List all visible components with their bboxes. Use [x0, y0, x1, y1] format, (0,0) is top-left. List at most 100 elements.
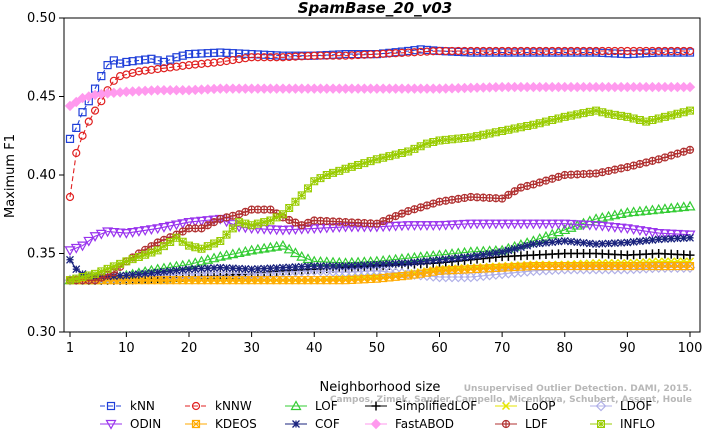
data-point	[410, 144, 419, 153]
data-point	[246, 244, 258, 255]
data-point	[529, 46, 538, 56]
data-point	[221, 249, 233, 260]
data-point	[353, 50, 363, 60]
data-point	[291, 197, 300, 206]
data-point	[610, 46, 619, 56]
data-point	[272, 263, 281, 272]
data-point	[216, 57, 225, 67]
data-point	[686, 233, 694, 242]
data-point	[147, 269, 156, 277]
data-point	[316, 262, 325, 271]
legend-marker	[501, 419, 511, 429]
data-point	[496, 219, 508, 230]
data-point	[158, 223, 170, 233]
data-point	[471, 219, 483, 230]
data-point	[635, 116, 644, 125]
legend-item-LoOP: LoOP	[495, 399, 556, 413]
data-point	[372, 155, 381, 164]
legend-label: LDF	[525, 417, 548, 431]
data-point	[397, 259, 406, 268]
data-point	[684, 200, 696, 211]
data-point	[617, 46, 626, 56]
data-point	[285, 203, 294, 212]
data-point	[210, 239, 219, 248]
data-point	[322, 51, 331, 60]
data-point	[260, 53, 269, 62]
data-point	[634, 205, 646, 216]
data-point	[72, 123, 81, 133]
data-point	[515, 219, 527, 230]
data-point	[258, 242, 270, 253]
data-point	[523, 122, 532, 131]
data-point	[535, 119, 544, 128]
x-tick-label: 30	[243, 341, 260, 356]
data-point	[208, 215, 220, 226]
x-tick-label: 1	[66, 341, 74, 356]
data-point	[235, 218, 244, 227]
data-point	[227, 248, 239, 259]
data-point	[109, 76, 118, 85]
data-point	[604, 239, 613, 248]
data-point	[91, 269, 100, 278]
data-point	[504, 246, 513, 255]
data-point	[291, 263, 300, 271]
data-point	[454, 46, 463, 56]
data-point	[659, 229, 671, 240]
data-point	[133, 227, 145, 237]
data-point	[433, 221, 446, 231]
data-point	[329, 168, 338, 177]
data-point	[235, 264, 244, 273]
data-point	[297, 191, 306, 200]
series-KDEOS	[65, 261, 695, 285]
data-point	[209, 58, 219, 67]
data-point	[277, 225, 289, 236]
data-point	[598, 239, 607, 248]
data-point	[673, 234, 682, 243]
data-point	[660, 235, 669, 244]
data-point	[610, 239, 619, 248]
data-point	[159, 242, 168, 251]
data-point	[116, 259, 125, 268]
data-point	[360, 159, 369, 168]
chart-title: SpamBase_20_v03	[298, 0, 452, 17]
data-point	[416, 257, 425, 266]
data-point	[566, 46, 576, 56]
data-point	[685, 261, 695, 271]
data-point	[416, 142, 425, 151]
data-point	[510, 244, 519, 253]
credit-line-2: Unsupervised Outlier Detection. DAMI, 20…	[464, 384, 692, 394]
data-point	[84, 271, 93, 280]
data-point	[153, 268, 162, 277]
data-point	[260, 218, 269, 227]
legend-label: INFLO	[620, 417, 655, 431]
data-point	[347, 51, 356, 60]
data-point	[560, 236, 569, 245]
data-point	[679, 108, 688, 117]
data-point	[573, 46, 582, 56]
data-point	[621, 206, 633, 217]
data-point	[228, 224, 237, 233]
data-point	[134, 67, 143, 76]
data-point	[535, 46, 544, 56]
data-point	[654, 235, 663, 244]
data-point	[609, 223, 621, 233]
data-point	[665, 202, 677, 213]
data-point	[366, 157, 375, 166]
data-point	[297, 262, 306, 271]
data-point	[429, 47, 438, 56]
data-point	[446, 220, 458, 231]
data-point	[289, 247, 301, 258]
data-point	[271, 225, 283, 236]
data-point	[70, 243, 82, 254]
series-LDF	[65, 145, 695, 285]
data-point	[329, 262, 337, 271]
data-point	[379, 260, 388, 269]
data-point	[617, 238, 626, 247]
y-tick-label: 0.40	[27, 168, 56, 183]
data-point	[72, 265, 81, 274]
series-line	[69, 110, 691, 281]
data-point	[64, 246, 76, 257]
data-point	[120, 228, 132, 239]
data-point	[423, 257, 431, 265]
data-point	[484, 219, 496, 230]
